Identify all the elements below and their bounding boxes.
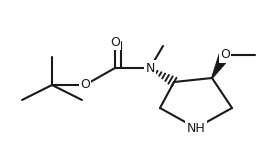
- Text: O: O: [110, 35, 120, 48]
- Text: NH: NH: [187, 121, 205, 135]
- Text: N: N: [145, 62, 155, 75]
- Text: O: O: [220, 48, 230, 62]
- Text: O: O: [80, 79, 90, 91]
